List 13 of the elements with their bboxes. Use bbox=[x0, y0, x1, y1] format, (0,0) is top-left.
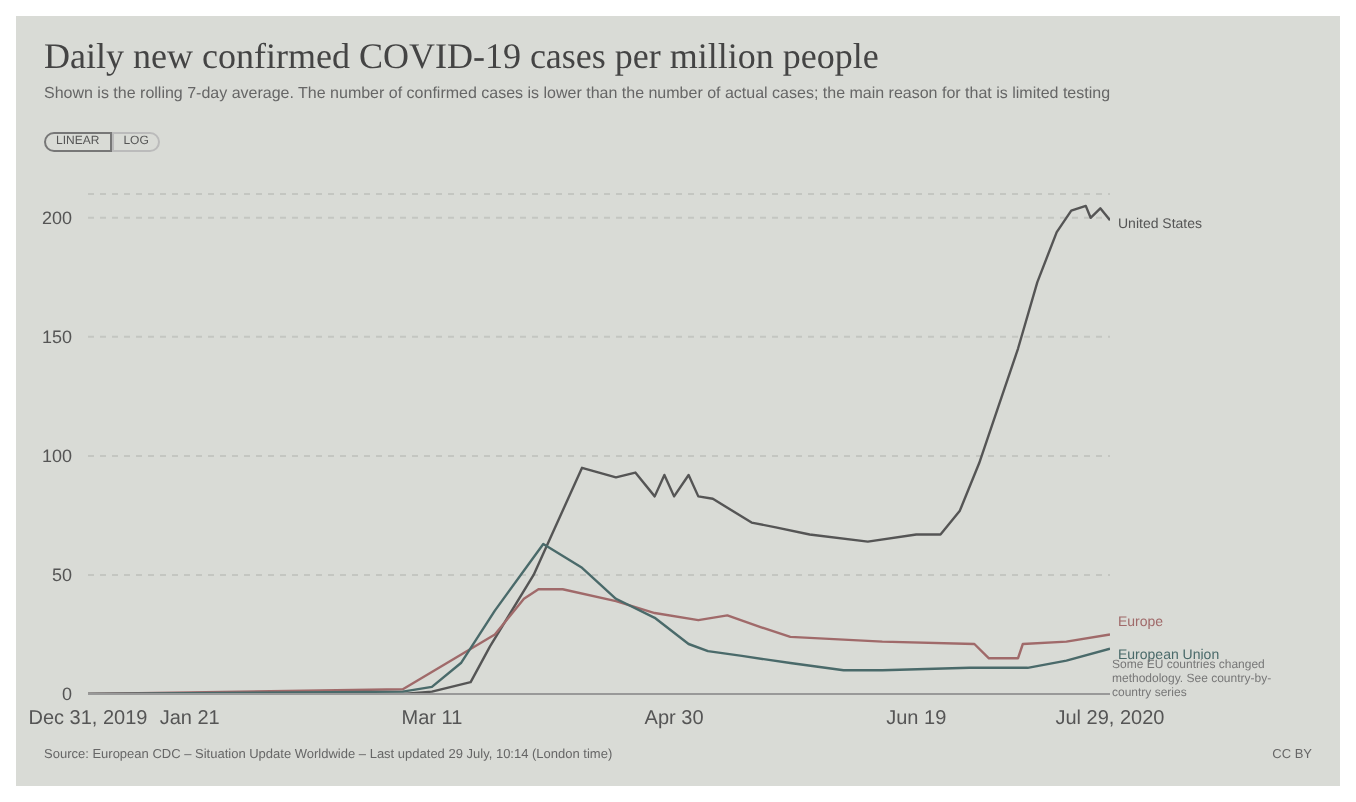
chart-subtitle: Shown is the rolling 7-day average. The number of confirmed cases is lower than the number of actual cases; the main reason for that is limited testing bbox=[44, 84, 1113, 104]
x-tick-label: Apr 30 bbox=[644, 708, 705, 731]
chart-title: Daily new confirmed COVID-19 cases per million people bbox=[44, 36, 879, 78]
y-tick-label: 0 bbox=[61, 684, 72, 705]
y-tick-label: 200 bbox=[41, 208, 72, 229]
x-tick-label: Mar 11 bbox=[401, 708, 464, 731]
y-tick-label: 50 bbox=[51, 565, 72, 586]
x-tick-label: Jul 29, 2020 bbox=[1055, 708, 1166, 731]
x-tick-label: Dec 31, 2019 bbox=[28, 708, 149, 731]
y-tick-label: 150 bbox=[41, 327, 72, 348]
x-tick-label: Jan 21 bbox=[159, 708, 221, 731]
x-tick-label: Jun 19 bbox=[886, 708, 948, 731]
y-tick-label: 100 bbox=[41, 446, 72, 467]
